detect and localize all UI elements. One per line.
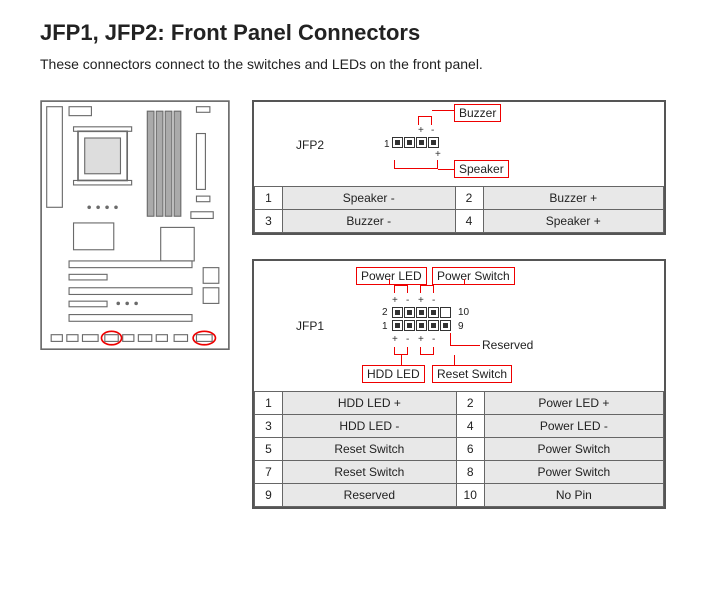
page-title: JFP1, JFP2: Front Panel Connectors bbox=[40, 20, 666, 46]
jfp1-reserved-label: Reserved bbox=[482, 338, 533, 352]
jfp1-mark-9: 9 bbox=[458, 321, 464, 332]
pin-label: Reset Switch bbox=[283, 461, 457, 484]
page-subtitle: These connectors connect to the switches… bbox=[40, 56, 666, 72]
jfp2-name: JFP2 bbox=[296, 138, 324, 152]
pin bbox=[416, 137, 427, 148]
pin-label: Power LED - bbox=[484, 415, 663, 438]
pin-label: Power Switch bbox=[484, 438, 663, 461]
jfp1-diagram: JFP1 Power LED Power Switch + - + - 2 1 bbox=[254, 261, 664, 391]
jfp2-pin1-num: 1 bbox=[384, 139, 390, 150]
jfp2-buzzer-label: Buzzer bbox=[454, 104, 501, 122]
jfp1-table: 1HDD LED +2Power LED +3HDD LED -4Power L… bbox=[254, 391, 664, 507]
pin-num: 1 bbox=[255, 392, 283, 415]
jfp1-mark-1: 1 bbox=[382, 321, 388, 332]
table-row: 1HDD LED +2Power LED + bbox=[255, 392, 664, 415]
pin bbox=[428, 137, 439, 148]
table-row: 3HDD LED -4Power LED - bbox=[255, 415, 664, 438]
pin-num: 7 bbox=[255, 461, 283, 484]
pin-label: No Pin bbox=[484, 484, 663, 507]
pin bbox=[392, 137, 403, 148]
jfp1-hddled-label: HDD LED bbox=[362, 365, 425, 383]
jfp2-table: 1Speaker -2Buzzer +3Buzzer -4Speaker + bbox=[254, 186, 664, 233]
jfp1-name: JFP1 bbox=[296, 319, 324, 333]
pin-num: 5 bbox=[255, 438, 283, 461]
table-row: 9Reserved10No Pin bbox=[255, 484, 664, 507]
jfp2-panel: JFP2 1 + - + Buzzer Spea bbox=[252, 100, 666, 235]
table-row: 3Buzzer -4Speaker + bbox=[255, 210, 664, 233]
pin-num: 3 bbox=[255, 210, 283, 233]
jfp1-powerled-label: Power LED bbox=[356, 267, 427, 285]
pin-num: 4 bbox=[456, 415, 484, 438]
pin-num: 8 bbox=[456, 461, 484, 484]
pin-num: 2 bbox=[455, 187, 483, 210]
jfp1-resetswitch-label: Reset Switch bbox=[432, 365, 512, 383]
pin-num: 1 bbox=[255, 187, 283, 210]
pin-num: 10 bbox=[456, 484, 484, 507]
table-row: 1Speaker -2Buzzer + bbox=[255, 187, 664, 210]
pin-label: Power LED + bbox=[484, 392, 663, 415]
pin-label: Speaker + bbox=[483, 210, 664, 233]
pin-num: 9 bbox=[255, 484, 283, 507]
pin-label: Speaker - bbox=[283, 187, 456, 210]
pin-label: Power Switch bbox=[484, 461, 663, 484]
jfp1-panel: JFP1 Power LED Power Switch + - + - 2 1 bbox=[252, 259, 666, 509]
pin-num: 6 bbox=[456, 438, 484, 461]
pin-label: HDD LED - bbox=[283, 415, 457, 438]
jfp2-diagram: JFP2 1 + - + Buzzer Spea bbox=[254, 102, 664, 186]
pin-num: 2 bbox=[456, 392, 484, 415]
motherboard-diagram bbox=[40, 100, 230, 355]
jfp2-speaker-label: Speaker bbox=[454, 160, 509, 178]
pin-num: 4 bbox=[455, 210, 483, 233]
jfp1-powerswitch-label: Power Switch bbox=[432, 267, 515, 285]
pin-num: 3 bbox=[255, 415, 283, 438]
jfp1-mark-10: 10 bbox=[458, 307, 469, 318]
pin bbox=[404, 137, 415, 148]
pin-label: Buzzer - bbox=[283, 210, 456, 233]
table-row: 7Reset Switch8Power Switch bbox=[255, 461, 664, 484]
pin-label: Reset Switch bbox=[283, 438, 457, 461]
pin-label: HDD LED + bbox=[283, 392, 457, 415]
pin-label: Buzzer + bbox=[483, 187, 664, 210]
jfp1-mark-2: 2 bbox=[382, 307, 388, 318]
pin-label: Reserved bbox=[283, 484, 457, 507]
table-row: 5Reset Switch6Power Switch bbox=[255, 438, 664, 461]
